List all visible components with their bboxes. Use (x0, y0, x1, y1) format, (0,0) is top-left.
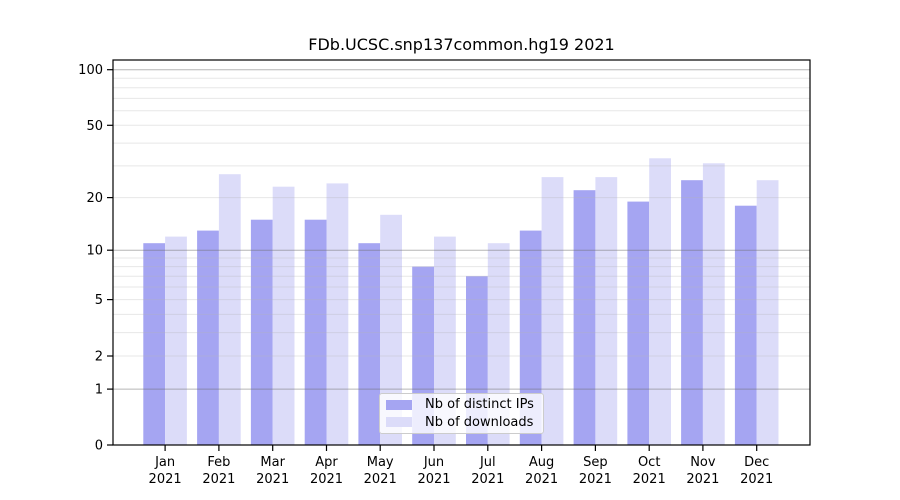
bar-nb-of-downloads-aug (541, 177, 564, 445)
y-tick-label: 2 (95, 350, 103, 365)
bar-nb-of-distinct-ips-may (358, 243, 381, 445)
legend-swatch-nb-of-distinct-ips (386, 399, 412, 410)
y-tick-label: 5 (95, 293, 103, 308)
x-tick-label-year: 2021 (364, 472, 397, 487)
bar-nb-of-downloads-mar (272, 186, 295, 445)
x-tick-label-month: Jun (423, 455, 444, 470)
bar-nb-of-distinct-ips-nov (681, 180, 703, 445)
bar-nb-of-downloads-oct (649, 158, 671, 446)
bar-nb-of-downloads-dec (756, 180, 779, 445)
x-tick-label-year: 2021 (256, 472, 289, 487)
x-tick-label-month: Mar (260, 455, 285, 470)
bar-nb-of-distinct-ips-feb (197, 230, 219, 445)
x-tick-label-month: Jan (154, 455, 175, 470)
legend-swatch-nb-of-downloads (386, 417, 412, 428)
x-tick-label-month: Jul (479, 455, 496, 470)
x-tick-label-month: Sep (583, 455, 608, 470)
x-tick-label-month: Dec (744, 455, 769, 470)
y-tick-label: 20 (86, 191, 103, 206)
legend-label: Nb of distinct IPs (425, 397, 534, 413)
y-tick-label: 10 (86, 244, 103, 259)
bar-nb-of-downloads-feb (218, 174, 241, 445)
x-tick-label-year: 2021 (471, 472, 504, 487)
x-tick-label-year: 2021 (740, 472, 773, 487)
x-tick-label-year: 2021 (149, 472, 182, 487)
x-tick-label-month: May (367, 455, 394, 470)
x-tick-label-month: Feb (207, 455, 230, 470)
bar-nb-of-downloads-jan (165, 236, 187, 445)
bar-nb-of-downloads-nov (702, 163, 725, 446)
bar-nb-of-downloads-jun (434, 236, 456, 445)
y-tick-label: 0 (95, 439, 103, 454)
bar-nb-of-downloads-may (380, 214, 402, 445)
y-tick-label: 100 (78, 63, 103, 78)
bar-nb-of-distinct-ips-jan (143, 243, 166, 445)
bar-nb-of-distinct-ips-aug (519, 230, 542, 445)
x-tick-label-year: 2021 (525, 472, 558, 487)
y-tick-label: 1 (95, 383, 103, 398)
x-tick-label-year: 2021 (417, 472, 450, 487)
bar-nb-of-downloads-sep (595, 177, 618, 445)
x-tick-label-year: 2021 (633, 472, 666, 487)
x-tick-label-month: Oct (638, 455, 660, 470)
x-tick-label-year: 2021 (686, 472, 719, 487)
chart-title: FDb.UCSC.snp137common.hg19 2021 (308, 35, 615, 54)
legend-item: Nb of distinct IPs (380, 396, 543, 413)
x-tick-label-year: 2021 (202, 472, 235, 487)
x-tick-label-month: Apr (315, 455, 338, 470)
legend: Nb of distinct IPs Nb of downloads (379, 393, 544, 434)
bar-nb-of-distinct-ips-oct (627, 201, 650, 445)
plot-border (112, 59, 811, 446)
x-tick-label-year: 2021 (310, 472, 343, 487)
x-tick-label-year: 2021 (579, 472, 612, 487)
y-tick-label: 50 (86, 119, 103, 134)
legend-item: Nb of downloads (380, 414, 543, 431)
x-tick-label-month: Aug (529, 455, 554, 470)
bar-nb-of-downloads-apr (326, 183, 349, 445)
bar-nb-of-distinct-ips-dec (734, 205, 757, 445)
x-tick-label-month: Nov (690, 455, 716, 470)
legend-label: Nb of downloads (425, 414, 534, 430)
bar-nb-of-distinct-ips-sep (573, 190, 596, 445)
